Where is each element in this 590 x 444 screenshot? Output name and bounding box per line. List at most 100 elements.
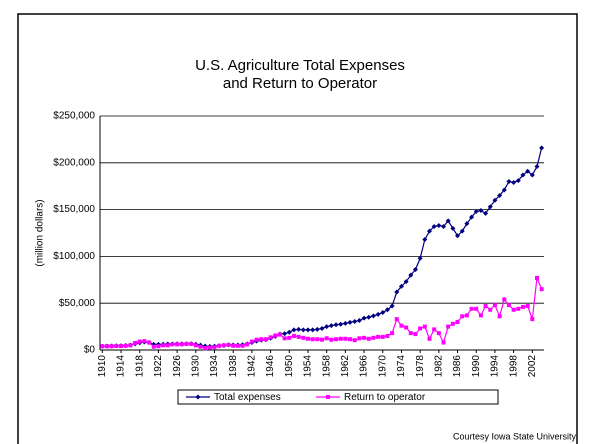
point bbox=[334, 337, 339, 342]
point bbox=[445, 218, 451, 224]
x-tick-label: 1930 bbox=[190, 355, 201, 378]
point bbox=[282, 336, 287, 341]
point bbox=[478, 313, 483, 318]
point bbox=[333, 322, 339, 328]
point bbox=[231, 343, 236, 348]
source-note: Courtesy Iowa State University bbox=[453, 431, 577, 441]
point bbox=[427, 336, 432, 341]
point bbox=[436, 331, 441, 336]
point bbox=[184, 341, 189, 346]
point bbox=[511, 307, 516, 312]
point bbox=[352, 338, 357, 343]
point bbox=[123, 343, 128, 348]
point bbox=[235, 343, 240, 348]
point bbox=[207, 345, 212, 350]
point bbox=[370, 313, 376, 319]
point bbox=[394, 289, 400, 295]
point bbox=[212, 345, 217, 350]
x-tick-label: 1990 bbox=[471, 355, 482, 378]
point bbox=[446, 324, 451, 329]
point bbox=[529, 172, 535, 178]
x-tick-label: 1934 bbox=[209, 355, 220, 378]
point bbox=[506, 179, 512, 185]
point bbox=[534, 164, 540, 170]
y-tick-label: $100,000 bbox=[53, 251, 95, 262]
point bbox=[319, 325, 325, 331]
point bbox=[408, 272, 414, 278]
point bbox=[179, 342, 184, 347]
point bbox=[300, 327, 306, 333]
x-tick-label: 1938 bbox=[228, 355, 239, 378]
point bbox=[314, 326, 320, 332]
x-tick-label: 1918 bbox=[134, 355, 145, 378]
point bbox=[151, 344, 156, 349]
point bbox=[441, 223, 447, 229]
series-line bbox=[102, 147, 543, 347]
point bbox=[497, 193, 503, 199]
point bbox=[221, 343, 226, 348]
x-tick-label: 1962 bbox=[340, 355, 351, 378]
point bbox=[296, 334, 301, 339]
point bbox=[296, 326, 302, 332]
point bbox=[404, 325, 409, 330]
point bbox=[384, 307, 390, 313]
point bbox=[412, 267, 418, 273]
point bbox=[422, 324, 427, 329]
point bbox=[441, 340, 446, 345]
point bbox=[474, 306, 479, 311]
point bbox=[240, 343, 245, 348]
legend-marker bbox=[326, 395, 330, 399]
point bbox=[432, 327, 437, 332]
point bbox=[342, 320, 348, 326]
point bbox=[380, 334, 385, 339]
point bbox=[109, 344, 114, 349]
point bbox=[534, 275, 539, 280]
point bbox=[497, 314, 502, 319]
point bbox=[282, 331, 288, 337]
point bbox=[170, 342, 175, 347]
series-line bbox=[102, 275, 543, 349]
point bbox=[469, 214, 475, 220]
point bbox=[422, 237, 428, 243]
point bbox=[506, 303, 511, 308]
point bbox=[483, 210, 489, 216]
x-tick-label: 1910 bbox=[97, 355, 108, 378]
point bbox=[356, 318, 362, 324]
x-tick-label: 1974 bbox=[396, 355, 407, 378]
point bbox=[488, 307, 493, 312]
point bbox=[310, 337, 315, 342]
point bbox=[114, 344, 119, 349]
point bbox=[375, 311, 381, 317]
point bbox=[418, 326, 423, 331]
point bbox=[133, 340, 138, 345]
point bbox=[142, 339, 147, 344]
point bbox=[450, 321, 455, 326]
point bbox=[203, 346, 208, 351]
point bbox=[426, 228, 432, 234]
point bbox=[263, 337, 268, 342]
point bbox=[328, 323, 334, 329]
point bbox=[161, 343, 166, 348]
point bbox=[520, 172, 526, 178]
point bbox=[450, 225, 456, 231]
point bbox=[399, 323, 404, 328]
point bbox=[455, 319, 460, 324]
point bbox=[357, 336, 362, 341]
point bbox=[119, 344, 124, 349]
point bbox=[137, 339, 142, 344]
point bbox=[175, 342, 180, 347]
y-tick-label: $250,000 bbox=[53, 111, 95, 122]
point bbox=[338, 336, 343, 341]
point bbox=[408, 331, 413, 336]
chart-title: U.S. Agriculture Total Expenses bbox=[195, 57, 405, 74]
point bbox=[287, 335, 292, 340]
point bbox=[473, 208, 479, 214]
point bbox=[348, 337, 353, 342]
y-axis-label: (million dollars) bbox=[35, 199, 46, 266]
point bbox=[320, 337, 324, 342]
point bbox=[254, 337, 259, 342]
point bbox=[105, 344, 110, 349]
point bbox=[464, 221, 470, 227]
point bbox=[492, 303, 497, 308]
